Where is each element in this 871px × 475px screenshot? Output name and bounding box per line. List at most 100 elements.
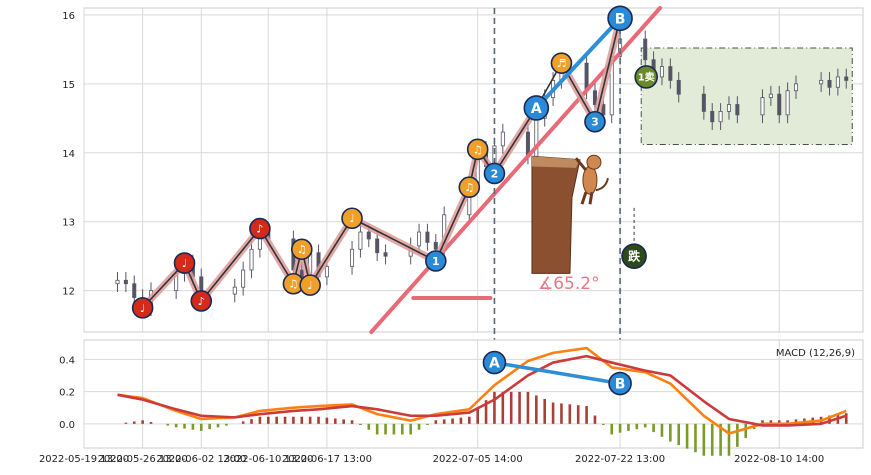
- candle-body: [358, 231, 363, 250]
- wave-point-badge: ♪: [190, 290, 213, 312]
- wave-point-badge-label: ♩: [308, 279, 313, 292]
- macd-histogram-bar: [610, 423, 614, 435]
- wave-point-badge: ♫: [290, 238, 313, 261]
- macd-histogram-bar: [250, 419, 253, 424]
- wave-point-badge-label: ♪: [256, 223, 263, 236]
- macd-histogram-bar: [669, 423, 672, 442]
- candle-body: [726, 104, 731, 112]
- macd-histogram-bar: [417, 423, 421, 430]
- macd-histogram-bar: [535, 395, 538, 424]
- candle-body: [500, 131, 505, 147]
- macd-histogram-bar: [551, 402, 555, 424]
- macd-histogram-bar: [459, 417, 463, 424]
- candle-body: [249, 248, 254, 271]
- macd-histogram-bar: [292, 416, 295, 424]
- macd-histogram-bar: [183, 423, 186, 429]
- candle-body: [383, 252, 388, 257]
- macd-histogram-bar: [241, 421, 245, 424]
- wave-point-badge-label: ♩: [140, 302, 145, 315]
- macd-histogram-bar: [677, 423, 681, 446]
- y-tick-label: 12: [62, 287, 75, 298]
- wave-point-badge: ♩: [299, 274, 321, 296]
- sell-signal-badge-label: 1卖: [638, 71, 655, 84]
- macd-histogram-bar: [409, 423, 412, 435]
- wave-point-badge-label: ♫: [297, 243, 307, 256]
- wave-point-badge: ♩: [131, 297, 154, 319]
- dog-leg: [588, 191, 594, 205]
- candle-body: [241, 269, 246, 288]
- macd-histogram-bar: [174, 423, 178, 428]
- wave-point-badge-circle: [290, 238, 313, 261]
- wave-point-badge: ♩: [341, 207, 363, 230]
- candle-body: [659, 66, 664, 78]
- macd-histogram-bar: [509, 391, 513, 424]
- macd-point-label: A: [489, 356, 500, 372]
- macd-histogram-bar: [451, 418, 454, 424]
- dog-arm: [574, 157, 588, 172]
- macd-histogram-bar: [317, 416, 320, 424]
- macd-histogram-bar: [526, 391, 530, 424]
- macd-histogram-bar: [786, 420, 789, 424]
- cliff-top: [531, 156, 580, 168]
- wave-point-badge: ♩: [173, 252, 196, 274]
- macd-histogram-bar: [635, 423, 639, 430]
- macd-histogram-bar: [434, 420, 438, 424]
- macd-histogram-bar: [702, 423, 706, 456]
- wave-point-badge: ♫: [282, 272, 305, 295]
- wave-point-badge-label: ♩: [182, 257, 187, 270]
- macd-histogram-bar: [593, 415, 597, 424]
- x-tick-label: 2022-07-05 14:00: [433, 454, 523, 465]
- wave-point-badge-circle: [458, 176, 481, 199]
- macd-histogram-bar: [191, 423, 195, 430]
- macd-point-circle: [608, 371, 632, 396]
- macd-histogram-bar: [736, 423, 739, 447]
- macd-histogram-bar: [132, 421, 136, 424]
- macd-histogram-bar: [442, 419, 446, 424]
- y-tick-label: 0.4: [59, 355, 75, 366]
- macd-histogram-bar: [585, 406, 588, 424]
- y-tick-label: 14: [62, 149, 75, 160]
- wave-point-badge: B: [607, 5, 633, 32]
- sell-signal-badge-circle: [634, 65, 659, 89]
- macd-histogram-bar: [493, 391, 496, 424]
- wave-point-badge-label: ♪: [198, 295, 205, 308]
- candle-body: [710, 111, 715, 123]
- down-signal-badge-circle: [621, 243, 647, 269]
- wave-point-badge: 2: [483, 162, 506, 185]
- candle-body: [232, 286, 237, 295]
- candle-body: [827, 79, 832, 88]
- candle-body: [132, 283, 137, 298]
- candle-body: [701, 93, 706, 112]
- candle-body: [835, 76, 840, 88]
- macd-histogram-bar: [685, 423, 689, 449]
- down-signal-badge-label: 跌: [628, 248, 641, 263]
- macd-histogram-bar: [710, 423, 714, 456]
- candle-body: [760, 97, 765, 116]
- wave-point-badge-label: 2: [491, 167, 499, 180]
- wave-point-badge-circle: [425, 250, 447, 272]
- candle-body: [366, 231, 371, 240]
- macd-histogram-bar: [484, 400, 488, 424]
- candle-body: [299, 269, 304, 278]
- x-tick-label: 2022-05-26 13:00: [98, 454, 188, 465]
- wave-point-badge: ♪: [249, 217, 271, 240]
- candle-body: [768, 93, 773, 99]
- macd-point-circle: [482, 350, 507, 375]
- wave-point-badge-circle: [550, 52, 573, 74]
- macd-histogram-bar: [208, 423, 211, 430]
- macd-histogram-bar: [342, 419, 345, 424]
- wave-point-badge-circle: [131, 297, 154, 319]
- macd-histogram-bar: [350, 420, 354, 424]
- wave-point-badge-label: ♫: [464, 181, 474, 194]
- macd-histogram-bar: [602, 423, 605, 426]
- macd-histogram-bar: [166, 423, 170, 426]
- macd-histogram-bar: [325, 417, 329, 424]
- ab-line: [534, 16, 623, 110]
- wave-point-badge-label: B: [615, 11, 626, 27]
- macd-histogram-bar: [216, 423, 220, 428]
- y-tick-label: 0.0: [59, 420, 75, 431]
- candle-body: [793, 83, 798, 92]
- macd-histogram-bar: [384, 423, 387, 435]
- macd-histogram-bar: [476, 408, 479, 424]
